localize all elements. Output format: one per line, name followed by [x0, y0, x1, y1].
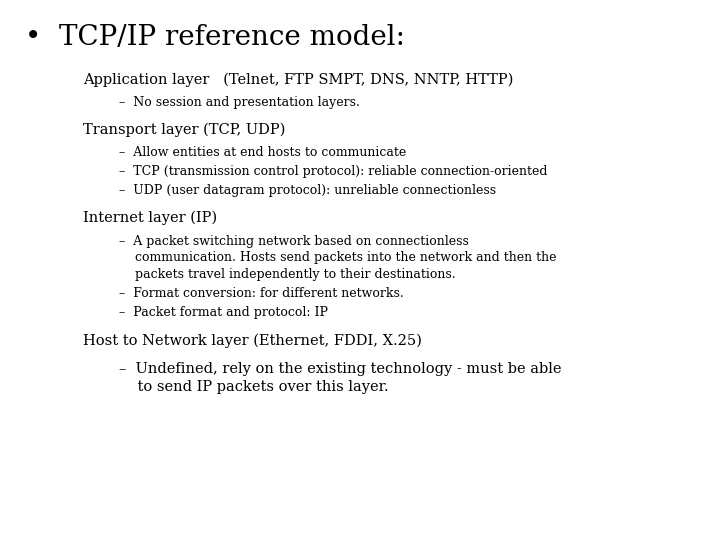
Text: •  TCP/IP reference model:: • TCP/IP reference model: [25, 24, 405, 51]
Text: –  UDP (user datagram protocol): unreliable connectionless: – UDP (user datagram protocol): unreliab… [119, 184, 496, 197]
Text: –  A packet switching network based on connectionless
    communication. Hosts s: – A packet switching network based on co… [119, 235, 557, 281]
Text: –  Packet format and protocol: IP: – Packet format and protocol: IP [119, 306, 328, 319]
Text: –  No session and presentation layers.: – No session and presentation layers. [119, 96, 360, 109]
Text: Application layer   (Telnet, FTP SMPT, DNS, NNTP, HTTP): Application layer (Telnet, FTP SMPT, DNS… [83, 73, 513, 87]
Text: –  Format conversion: for different networks.: – Format conversion: for different netwo… [119, 287, 403, 300]
Text: –  TCP (transmission control protocol): reliable connection-oriented: – TCP (transmission control protocol): r… [119, 165, 547, 178]
Text: Host to Network layer (Ethernet, FDDI, X.25): Host to Network layer (Ethernet, FDDI, X… [83, 334, 422, 348]
Text: –  Allow entities at end hosts to communicate: – Allow entities at end hosts to communi… [119, 146, 406, 159]
Text: –  Undefined, rely on the existing technology - must be able
    to send IP pack: – Undefined, rely on the existing techno… [119, 362, 562, 394]
Text: Internet layer (IP): Internet layer (IP) [83, 211, 217, 225]
Text: Transport layer (TCP, UDP): Transport layer (TCP, UDP) [83, 123, 285, 137]
